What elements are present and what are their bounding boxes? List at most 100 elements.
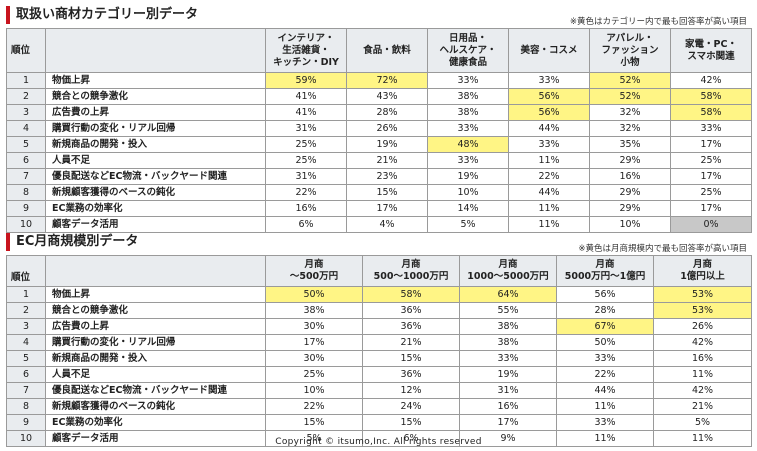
value-cell: 5% bbox=[265, 430, 363, 447]
value-cell: 72% bbox=[346, 72, 428, 89]
value-cell: 38% bbox=[265, 302, 363, 319]
value-cell: 15% bbox=[265, 414, 363, 431]
value-cell: 50% bbox=[265, 286, 363, 303]
value-cell: 21% bbox=[362, 334, 460, 351]
column-header: 美容・コスメ bbox=[508, 28, 590, 73]
value-cell: 43% bbox=[346, 88, 428, 105]
value-cell: 29% bbox=[589, 200, 671, 217]
rank-cell: 5 bbox=[6, 136, 46, 153]
rank-cell: 7 bbox=[6, 382, 46, 399]
value-cell: 19% bbox=[427, 168, 509, 185]
rank-cell: 1 bbox=[6, 286, 46, 303]
table-row: 8 新規顧客獲得のベースの鈍化 22% 15% 10% 44% 29% 25% bbox=[6, 184, 752, 201]
column-header: 月商 1億円以上 bbox=[653, 255, 752, 287]
value-cell: 41% bbox=[265, 104, 347, 121]
column-header: 月商 1000〜5000万円 bbox=[459, 255, 557, 287]
value-cell: 11% bbox=[653, 430, 752, 447]
value-cell: 19% bbox=[346, 136, 428, 153]
item-label: EC業務の効率化 bbox=[45, 414, 266, 431]
value-cell: 26% bbox=[653, 318, 752, 335]
table-row: 1 物価上昇 59% 72% 33% 33% 52% 42% bbox=[6, 72, 752, 89]
table-row: 2 競合との競争激化 41% 43% 38% 56% 52% 58% bbox=[6, 88, 752, 105]
value-cell: 5% bbox=[653, 414, 752, 431]
value-cell: 10% bbox=[265, 382, 363, 399]
value-cell: 28% bbox=[556, 302, 654, 319]
value-cell: 11% bbox=[508, 200, 590, 217]
value-cell: 42% bbox=[653, 334, 752, 351]
value-cell: 21% bbox=[346, 152, 428, 169]
item-label: 人員不足 bbox=[45, 152, 266, 169]
value-cell: 38% bbox=[427, 104, 509, 121]
value-cell: 56% bbox=[508, 104, 590, 121]
value-cell: 16% bbox=[653, 350, 752, 367]
item-label: 購買行動の変化・リアル回帰 bbox=[45, 120, 266, 137]
value-cell: 33% bbox=[556, 414, 654, 431]
column-header: 家電・PC・ スマホ関連 bbox=[670, 28, 752, 73]
table-row: 9 EC業務の効率化 15% 15% 17% 33% 5% bbox=[6, 414, 752, 431]
rank-cell: 4 bbox=[6, 334, 46, 351]
item-label: 優良配送などEC物流・バックヤード関連 bbox=[45, 168, 266, 185]
table-row: 7 優良配送などEC物流・バックヤード関連 10% 12% 31% 44% 42% bbox=[6, 382, 752, 399]
rank-cell: 9 bbox=[6, 414, 46, 431]
value-cell: 64% bbox=[459, 286, 557, 303]
value-cell: 56% bbox=[556, 286, 654, 303]
rank-cell: 8 bbox=[6, 184, 46, 201]
value-cell: 36% bbox=[362, 366, 460, 383]
value-cell: 12% bbox=[362, 382, 460, 399]
value-cell: 31% bbox=[265, 120, 347, 137]
value-cell: 19% bbox=[459, 366, 557, 383]
item-label: 新規顧客獲得のベースの鈍化 bbox=[45, 398, 266, 415]
value-cell: 22% bbox=[265, 184, 347, 201]
item-label: 広告費の上昇 bbox=[45, 104, 266, 121]
value-cell: 17% bbox=[346, 200, 428, 217]
value-cell: 25% bbox=[265, 366, 363, 383]
value-cell: 0% bbox=[670, 216, 752, 233]
value-cell: 5% bbox=[427, 216, 509, 233]
revenue-note: ※黄色は月商規模内で最も回答率が高い項目 bbox=[578, 244, 747, 254]
column-header: 月商 500〜1000万円 bbox=[362, 255, 460, 287]
value-cell: 32% bbox=[589, 120, 671, 137]
value-cell: 36% bbox=[362, 302, 460, 319]
item-label: 優良配送などEC物流・バックヤード関連 bbox=[45, 382, 266, 399]
revenue-table: 順位 月商 〜500万円 月商 500〜1000万円 月商 1000〜5000万円 月… bbox=[6, 255, 752, 447]
value-cell: 55% bbox=[459, 302, 557, 319]
rank-cell: 8 bbox=[6, 398, 46, 415]
table-row: 10 顧客データ活用 5% 6% 9% 11% 11% bbox=[6, 430, 752, 447]
value-cell: 50% bbox=[556, 334, 654, 351]
item-label: 新規商品の開発・投入 bbox=[45, 136, 266, 153]
value-cell: 53% bbox=[653, 302, 752, 319]
value-cell: 24% bbox=[362, 398, 460, 415]
value-cell: 22% bbox=[508, 168, 590, 185]
value-cell: 25% bbox=[670, 152, 752, 169]
table-row: 10 顧客データ活用 6% 4% 5% 11% 10% 0% bbox=[6, 216, 752, 233]
value-cell: 48% bbox=[427, 136, 509, 153]
item-label: 新規商品の開発・投入 bbox=[45, 350, 266, 367]
value-cell: 44% bbox=[556, 382, 654, 399]
item-header bbox=[45, 28, 266, 73]
revenue-section: EC月商規模別データ ※黄色は月商規模内で最も回答率が高い項目 順位 月商 〜50… bbox=[6, 233, 752, 447]
revenue-section-title: EC月商規模別データ bbox=[6, 233, 751, 251]
value-cell: 31% bbox=[265, 168, 347, 185]
value-cell: 17% bbox=[459, 414, 557, 431]
value-cell: 30% bbox=[265, 350, 363, 367]
category-note: ※黄色はカテゴリー内で最も回答率が高い項目 bbox=[569, 17, 747, 27]
value-cell: 38% bbox=[459, 318, 557, 335]
column-header: 日用品・ ヘルスケア・ 健康食品 bbox=[427, 28, 509, 73]
value-cell: 15% bbox=[362, 350, 460, 367]
column-header: 月商 5000万円〜1億円 bbox=[556, 255, 654, 287]
category-section: 取扱い商材カテゴリー別データ ※黄色はカテゴリー内で最も回答率が高い項目 順位 … bbox=[6, 6, 752, 233]
value-cell: 44% bbox=[508, 120, 590, 137]
item-label: 顧客データ活用 bbox=[45, 216, 266, 233]
value-cell: 9% bbox=[459, 430, 557, 447]
item-label: 広告費の上昇 bbox=[45, 318, 266, 335]
table-row: 7 優良配送などEC物流・バックヤード関連 31% 23% 19% 22% 16% 17% bbox=[6, 168, 752, 185]
column-header: 食品・飲料 bbox=[346, 28, 428, 73]
column-header: インテリア・ 生活雑貨・ キッチン・DIY bbox=[265, 28, 347, 73]
value-cell: 16% bbox=[459, 398, 557, 415]
value-cell: 36% bbox=[362, 318, 460, 335]
value-cell: 29% bbox=[589, 184, 671, 201]
value-cell: 21% bbox=[653, 398, 752, 415]
rank-cell: 10 bbox=[6, 430, 46, 447]
rank-cell: 6 bbox=[6, 152, 46, 169]
value-cell: 44% bbox=[508, 184, 590, 201]
